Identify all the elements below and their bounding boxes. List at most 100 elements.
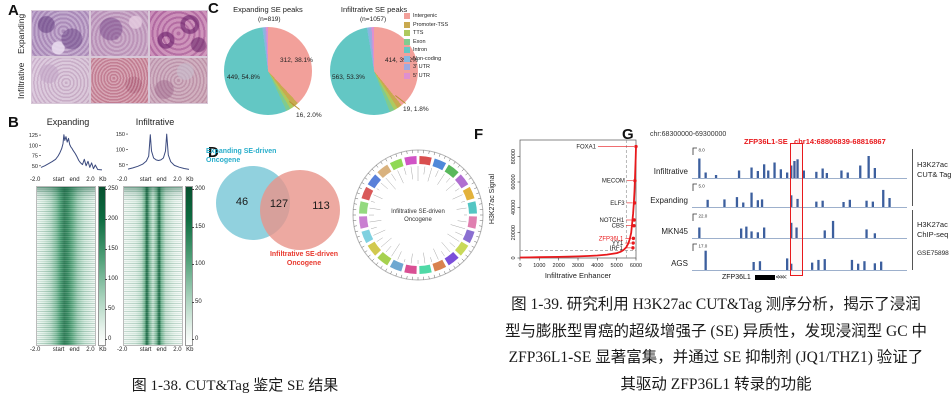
axis-tick-label: -2.0	[30, 177, 41, 183]
colorbar-tick-label: 50	[192, 298, 202, 305]
circos-tick	[428, 276, 430, 280]
se-rank-curve	[519, 146, 637, 259]
colorbar-tick-label: 200	[104, 216, 119, 222]
y-tick-label: 150	[116, 132, 125, 138]
circos-gene-line	[450, 224, 466, 229]
signal-bar	[888, 198, 891, 207]
axis-tick-label: start	[52, 347, 65, 353]
assay-label-chipseq: H3K27ac ChIP-seq	[917, 220, 948, 240]
circos-gene-line	[461, 200, 466, 203]
panel-b-label: B	[8, 114, 19, 131]
axis-tick-label: end	[69, 347, 80, 353]
panel-d-label: D	[208, 144, 219, 161]
circos-gene-line	[373, 194, 383, 200]
circos-gene-line	[376, 188, 380, 191]
colorbar-tick-label: 0	[104, 336, 112, 342]
pie-chart-expanding	[224, 27, 312, 115]
signal-bar	[880, 261, 883, 270]
pie-callout: 414, 39.2%	[385, 57, 418, 64]
signal-bar	[882, 189, 885, 207]
axis-tick-label: -2.0	[117, 347, 128, 353]
circos-gene-line	[410, 253, 413, 264]
circos-gene-line	[370, 201, 375, 203]
circos-gene-line	[457, 220, 467, 223]
legend-label: TTS	[413, 30, 424, 37]
profile-title-infiltrative: Infiltrative	[135, 117, 175, 127]
signal-bar	[773, 162, 776, 178]
colorbar-ticks: 200 150 100 50 0	[191, 186, 211, 344]
signal-bar	[737, 170, 741, 178]
circos-gene-line	[437, 173, 445, 185]
profile-curve	[40, 134, 103, 171]
gene-point	[631, 236, 636, 241]
histology-image-infiltrative-3	[149, 57, 208, 104]
circos-tick	[476, 235, 480, 238]
histology-image-infiltrative-1	[31, 57, 90, 104]
legend-item: 5' UTR	[404, 72, 448, 81]
signal-bar	[786, 258, 789, 270]
circos-gene-line	[376, 237, 383, 242]
gene-label: ELF3	[610, 201, 625, 207]
venn-right-title: Infiltrative SE-driven Oncogene	[244, 250, 364, 268]
profile-title-expanding: Expanding	[46, 117, 90, 127]
venn-left-title-line1: Expanding SE-driven	[206, 148, 277, 155]
x-tick-label: 5000	[611, 263, 623, 269]
venn-right-title-line2: Oncogene	[286, 260, 322, 267]
signal-bar	[760, 199, 764, 207]
circos-center-label: Oncogene	[404, 217, 432, 223]
coverage-track-ags: 17.0	[692, 244, 907, 271]
y-tick-label: 100	[116, 147, 125, 153]
axis-tick-label: Kb	[99, 177, 107, 183]
signal-bar	[846, 172, 849, 178]
circos-gene-line	[427, 167, 432, 182]
signal-bar	[873, 233, 876, 239]
circos-segment	[462, 229, 475, 244]
axis-tick-label: -2.0	[117, 177, 128, 183]
signal-bar	[865, 229, 868, 238]
metaprofile-plot-infiltrative: 150 100 50	[116, 132, 190, 170]
circos-segment	[377, 251, 392, 266]
signal-bar	[871, 201, 874, 207]
colorbar-expanding	[98, 186, 106, 346]
signal-bar	[704, 172, 707, 178]
circos-tick	[358, 240, 362, 243]
circos-segment	[404, 264, 417, 274]
y-tick-label: 125	[29, 133, 38, 139]
signal-bar	[825, 173, 828, 178]
assay-label-line: H3K27ac	[917, 220, 948, 229]
signal-bar	[742, 202, 745, 207]
colorbar-tick-label: 150	[104, 246, 119, 252]
circos-segment	[454, 241, 469, 256]
signal-bar	[786, 172, 789, 178]
circos-tick	[457, 165, 460, 168]
signal-bar	[815, 171, 818, 179]
circos-gene-line	[441, 242, 451, 253]
profile-curve	[127, 133, 190, 170]
signal-bar	[790, 165, 793, 178]
circos-tick	[474, 240, 478, 243]
signal-bar	[823, 230, 826, 238]
circos-tick	[355, 197, 359, 200]
legend-item: Promoter-TSS	[404, 21, 448, 30]
x-tick-label: 6000	[630, 263, 642, 269]
signal-bar	[698, 158, 701, 178]
panel-g-label: G	[622, 126, 634, 143]
gene-strand-arrows: <<<<	[775, 274, 787, 281]
circos-segment	[404, 156, 417, 166]
circos-gene-line	[369, 207, 381, 210]
legend-swatch	[404, 13, 410, 20]
legend-item: Intergenic	[404, 12, 448, 21]
venn-left-count: 46	[235, 196, 249, 208]
axis-tick-label: Kb	[186, 347, 194, 353]
circos-gene-line	[449, 242, 456, 248]
signal-bar	[811, 262, 814, 270]
x-tick-label: 2000	[553, 263, 565, 269]
metaprofile-plot-expanding: 125 100 75 50	[29, 133, 103, 171]
row-label-infiltrative: Infiltrative	[16, 62, 26, 100]
circos-gene-line	[456, 207, 467, 210]
circos-tick	[385, 268, 388, 272]
pie-title-expanding: Expanding SE peaks	[233, 5, 303, 14]
legend-label: 5' UTR	[413, 72, 430, 79]
axis-tick-label: end	[156, 177, 167, 183]
colorbar-tick-label: 250	[104, 186, 119, 192]
